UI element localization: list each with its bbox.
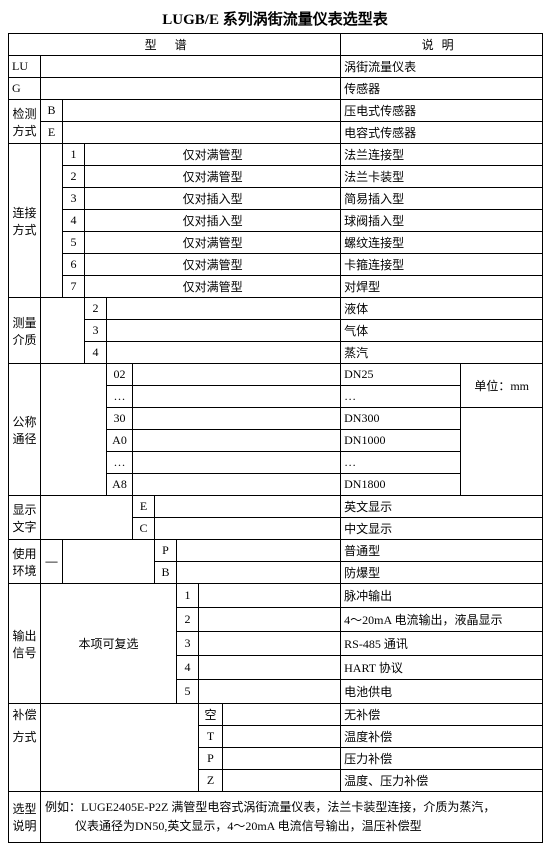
conn-note: 仅对满管型 — [85, 232, 341, 254]
disp-desc: 中文显示 — [341, 518, 543, 540]
header-model: 型谱 — [9, 34, 341, 56]
med-desc: 液体 — [341, 298, 543, 320]
dia-code: A0 — [107, 430, 133, 452]
conn-code: 7 — [63, 276, 85, 298]
label-comp1: 补偿 — [9, 704, 41, 726]
output-note: 本项可复选 — [41, 584, 177, 704]
code-g: G — [9, 78, 41, 100]
conn-code: 3 — [63, 188, 85, 210]
comp-code: T — [199, 726, 223, 748]
conn-desc: 法兰连接型 — [341, 144, 543, 166]
dia-code: … — [107, 452, 133, 474]
out-desc: HART 协议 — [341, 656, 543, 680]
comp-code: 空 — [199, 704, 223, 726]
env-desc: 防爆型 — [341, 562, 543, 584]
conn-desc: 简易插入型 — [341, 188, 543, 210]
out-code: 5 — [177, 680, 199, 704]
env-code: P — [155, 540, 177, 562]
conn-note: 仅对满管型 — [85, 166, 341, 188]
conn-note: 仅对满管型 — [85, 254, 341, 276]
comp-desc: 无补偿 — [341, 704, 543, 726]
comp-desc: 温度、压力补偿 — [341, 770, 543, 792]
page-title: LUGB/E 系列涡街流量仪表选型表 — [8, 8, 542, 29]
conn-desc: 球阀插入型 — [341, 210, 543, 232]
label-medium: 测量 介质 — [9, 298, 41, 364]
med-code: 4 — [85, 342, 107, 364]
unit-label: 单位：mm — [461, 364, 543, 408]
dia-desc: … — [341, 386, 461, 408]
disp-code: C — [133, 518, 155, 540]
selection-table: 型谱说明 LU涡街流量仪表 G传感器 检测 方式B压电式传感器 E电容式传感器 … — [8, 33, 543, 843]
dia-code: … — [107, 386, 133, 408]
out-code: 1 — [177, 584, 199, 608]
out-code: 3 — [177, 632, 199, 656]
conn-desc: 螺纹连接型 — [341, 232, 543, 254]
header-desc: 说明 — [341, 34, 543, 56]
out-desc: 电池供电 — [341, 680, 543, 704]
disp-code: E — [133, 496, 155, 518]
out-desc: 脉冲输出 — [341, 584, 543, 608]
conn-code: 6 — [63, 254, 85, 276]
desc-g: 传感器 — [341, 78, 543, 100]
conn-desc: 对焊型 — [341, 276, 543, 298]
desc-lu: 涡街流量仪表 — [341, 56, 543, 78]
dia-desc: DN1800 — [341, 474, 461, 496]
label-conn: 连接 方式 — [9, 144, 41, 298]
out-desc: 4～20mA 电流输出，液晶显示 — [341, 608, 543, 632]
label-detect: 检测 方式 — [9, 100, 41, 144]
conn-code: 5 — [63, 232, 85, 254]
env-code: B — [155, 562, 177, 584]
label-example: 选型 说明 — [9, 792, 41, 843]
conn-note: 仅对满管型 — [85, 144, 341, 166]
med-code: 2 — [85, 298, 107, 320]
dia-desc: … — [341, 452, 461, 474]
conn-note: 仅对插入型 — [85, 188, 341, 210]
label-diameter: 公称 通径 — [9, 364, 41, 496]
label-env: 使用 环境 — [9, 540, 41, 584]
med-code: 3 — [85, 320, 107, 342]
dia-code: A8 — [107, 474, 133, 496]
comp-code: P — [199, 748, 223, 770]
code-e: E — [41, 122, 63, 144]
disp-desc: 英文显示 — [341, 496, 543, 518]
label-comp2: 方式 — [9, 726, 41, 792]
conn-note: 仅对满管型 — [85, 276, 341, 298]
dia-desc: DN300 — [341, 408, 461, 430]
out-code: 2 — [177, 608, 199, 632]
med-desc: 气体 — [341, 320, 543, 342]
env-dash: — — [41, 540, 63, 584]
conn-code: 4 — [63, 210, 85, 232]
conn-desc: 卡箍连接型 — [341, 254, 543, 276]
example-text: 例如：LUGE2405E-P2Z 满管型电容式涡街流量仪表，法兰卡装型连接，介质… — [41, 792, 543, 843]
dia-code: 02 — [107, 364, 133, 386]
code-b: B — [41, 100, 63, 122]
env-desc: 普通型 — [341, 540, 543, 562]
code-lu: LU — [9, 56, 41, 78]
conn-desc: 法兰卡装型 — [341, 166, 543, 188]
comp-code: Z — [199, 770, 223, 792]
conn-note: 仅对插入型 — [85, 210, 341, 232]
label-output: 输出 信号 — [9, 584, 41, 704]
out-desc: RS-485 通讯 — [341, 632, 543, 656]
conn-code: 1 — [63, 144, 85, 166]
comp-desc: 压力补偿 — [341, 748, 543, 770]
label-display: 显示 文字 — [9, 496, 41, 540]
dia-desc: DN25 — [341, 364, 461, 386]
dia-code: 30 — [107, 408, 133, 430]
dia-desc: DN1000 — [341, 430, 461, 452]
med-desc: 蒸汽 — [341, 342, 543, 364]
out-code: 4 — [177, 656, 199, 680]
comp-desc: 温度补偿 — [341, 726, 543, 748]
desc-b: 压电式传感器 — [341, 100, 543, 122]
desc-e: 电容式传感器 — [341, 122, 543, 144]
conn-code: 2 — [63, 166, 85, 188]
